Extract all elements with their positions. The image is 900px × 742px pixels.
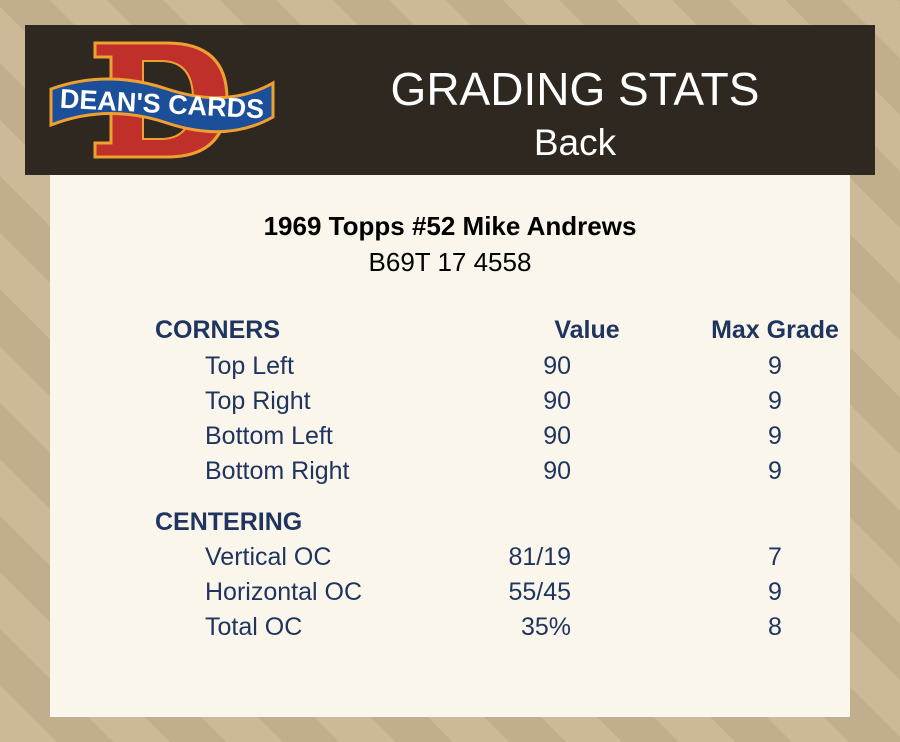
row-value: 90 bbox=[543, 387, 571, 415]
table-row: Top Left 90 9 bbox=[50, 352, 850, 382]
table-row: Total OC 35% 8 bbox=[50, 613, 850, 643]
row-value: 35% bbox=[520, 613, 571, 641]
max-grade-header: Max Grade bbox=[711, 316, 839, 344]
table-row: Bottom Left 90 9 bbox=[50, 422, 850, 452]
page-subtitle: Back bbox=[533, 122, 617, 163]
row-label: Vertical OC bbox=[205, 543, 332, 571]
row-label: Top Left bbox=[205, 352, 294, 380]
row-label: Total OC bbox=[205, 613, 303, 641]
corners-header-row: CORNERS Value Max Grade bbox=[50, 316, 850, 346]
row-max-grade: 9 bbox=[768, 387, 782, 415]
row-label: Top Right bbox=[205, 387, 311, 415]
svg-text:DEAN'S CARDS: DEAN'S CARDS bbox=[59, 84, 265, 125]
row-label: Bottom Right bbox=[205, 457, 350, 485]
table-row: Horizontal OC 55/45 9 bbox=[50, 578, 850, 608]
row-max-grade: 9 bbox=[768, 352, 782, 380]
table-row: Bottom Right 90 9 bbox=[50, 457, 850, 487]
row-max-grade: 8 bbox=[768, 613, 782, 641]
deans-cards-logo: DEAN'S CARDS bbox=[49, 41, 275, 159]
row-max-grade: 9 bbox=[768, 457, 782, 485]
row-value: 81/19 bbox=[508, 543, 571, 571]
row-max-grade: 9 bbox=[768, 578, 782, 606]
row-value: 90 bbox=[543, 457, 571, 485]
row-max-grade: 9 bbox=[768, 422, 782, 450]
row-max-grade: 7 bbox=[768, 543, 782, 571]
row-value: 90 bbox=[543, 422, 571, 450]
header: DEAN'S CARDS GRADING STATS Back bbox=[25, 25, 875, 175]
row-label: Horizontal OC bbox=[205, 578, 362, 606]
value-header: Value bbox=[554, 316, 620, 344]
card-code: B69T 17 4558 bbox=[368, 247, 532, 277]
row-label: Bottom Left bbox=[205, 422, 333, 450]
centering-header-row: CENTERING bbox=[50, 508, 850, 538]
card-title: 1969 Topps #52 Mike Andrews bbox=[263, 211, 637, 241]
table-row: Vertical OC 81/19 7 bbox=[50, 543, 850, 573]
row-value: 90 bbox=[543, 352, 571, 380]
table-row: Top Right 90 9 bbox=[50, 387, 850, 417]
centering-heading: CENTERING bbox=[155, 508, 303, 536]
row-value: 55/45 bbox=[508, 578, 571, 606]
page-title: GRADING STATS bbox=[390, 63, 760, 115]
stats-card: 1969 Topps #52 Mike Andrews B69T 17 4558… bbox=[50, 175, 850, 717]
corners-heading: CORNERS bbox=[155, 316, 281, 344]
